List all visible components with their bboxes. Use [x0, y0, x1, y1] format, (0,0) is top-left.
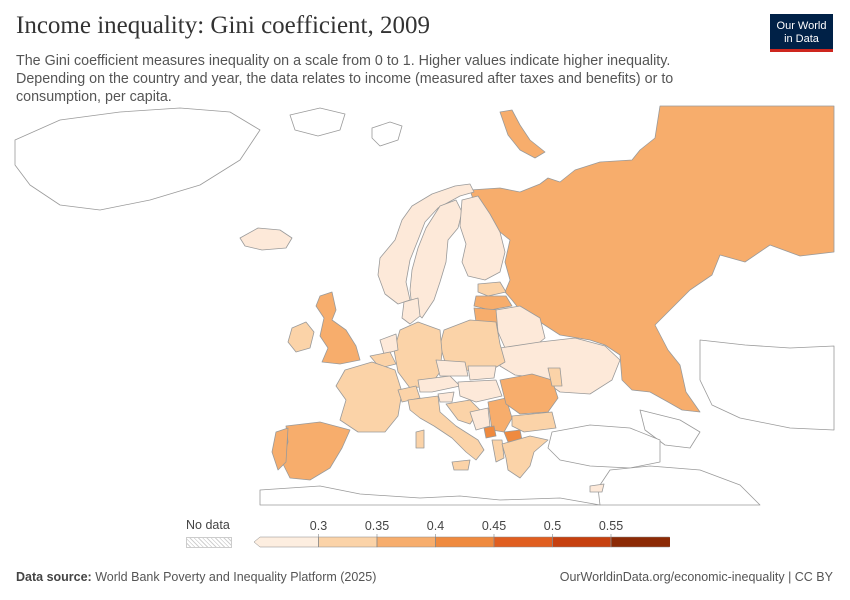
- legend-tick-label: 0.4: [427, 519, 444, 533]
- country-romania[interactable]: [499, 373, 559, 415]
- country-united-kingdom[interactable]: [315, 291, 361, 365]
- country-svalbard[interactable]: [289, 107, 346, 137]
- europe-map: [14, 105, 835, 506]
- country-moldova[interactable]: [547, 367, 563, 387]
- legend-tick-label: 0.5: [544, 519, 561, 533]
- country-denmark[interactable]: [401, 297, 421, 325]
- country-greenland[interactable]: [14, 107, 261, 211]
- country-netherlands[interactable]: [379, 333, 399, 355]
- country-franz-josef[interactable]: [371, 121, 403, 147]
- country-hungary[interactable]: [457, 379, 503, 403]
- legend-bin[interactable]: [610, 536, 670, 548]
- legend-tick-label: 0.55: [599, 519, 623, 533]
- country-kazakhstan[interactable]: [699, 339, 835, 431]
- data-source: Data source: World Bank Poverty and Ineq…: [16, 570, 376, 584]
- country-montenegro[interactable]: [483, 425, 497, 439]
- country-estonia[interactable]: [477, 281, 507, 297]
- country-serbia[interactable]: [487, 397, 513, 433]
- country-ireland[interactable]: [287, 321, 315, 353]
- country-cyprus[interactable]: [589, 483, 605, 493]
- country-portugal[interactable]: [271, 427, 289, 471]
- country-slovakia[interactable]: [467, 365, 497, 381]
- country-greece[interactable]: [501, 435, 549, 479]
- country-spain[interactable]: [281, 421, 351, 481]
- logo-line-1: Our World: [776, 20, 827, 32]
- data-source-label: Data source:: [16, 570, 92, 584]
- legend-tick-label: 0.35: [365, 519, 389, 533]
- legend-no-data-label: No data: [186, 518, 230, 532]
- country-ukraine[interactable]: [499, 337, 621, 395]
- legend-bin[interactable]: [376, 536, 436, 548]
- country-albania[interactable]: [491, 439, 505, 463]
- chart-subtitle: The Gini coefficient measures inequality…: [16, 53, 674, 105]
- footer-link[interactable]: OurWorldinData.org/economic-inequality |…: [560, 570, 833, 584]
- country-italy[interactable]: [407, 395, 485, 461]
- country-sicily[interactable]: [451, 459, 471, 471]
- country-finland[interactable]: [459, 195, 506, 281]
- country-middle-east[interactable]: [597, 465, 761, 506]
- country-france[interactable]: [335, 361, 403, 433]
- color-legend: 0.3 0.35 0.4 0.45 0.5 0.55: [253, 519, 670, 548]
- country-poland[interactable]: [439, 319, 506, 373]
- chart-title: Income inequality: Gini coefficient, 200…: [16, 12, 431, 39]
- country-slovenia[interactable]: [437, 391, 455, 403]
- legend-bin[interactable]: [318, 536, 378, 548]
- country-iceland[interactable]: [239, 227, 293, 251]
- owid-link[interactable]: OurWorldinData.org/economic-inequality |…: [559, 570, 833, 584]
- legend-tick-label: 0.45: [482, 519, 506, 533]
- country-norway[interactable]: [377, 183, 475, 305]
- legend-bin[interactable]: [435, 536, 495, 548]
- data-source-value: World Bank Poverty and Inequality Platfo…: [95, 570, 377, 584]
- logo-line-2: in Data: [784, 33, 819, 45]
- country-novaya-zemlya[interactable]: [499, 109, 546, 159]
- legend-tick-label: 0.3: [310, 519, 327, 533]
- legend-bin[interactable]: [552, 536, 612, 548]
- country-sardinia[interactable]: [415, 429, 425, 449]
- country-turkey[interactable]: [547, 424, 661, 469]
- country-caucasus[interactable]: [639, 409, 701, 449]
- country-russia[interactable]: [469, 105, 835, 413]
- legend-bin[interactable]: [493, 536, 553, 548]
- country-czechia[interactable]: [435, 359, 469, 377]
- owid-logo[interactable]: Our World in Data: [770, 14, 833, 52]
- country-north-africa[interactable]: [259, 485, 601, 506]
- country-austria[interactable]: [417, 375, 461, 393]
- country-bosnia[interactable]: [469, 407, 491, 431]
- legend-no-data-swatch[interactable]: [186, 537, 232, 548]
- country-latvia[interactable]: [473, 295, 513, 311]
- legend-bin[interactable]: [253, 536, 319, 548]
- country-bulgaria[interactable]: [511, 411, 557, 433]
